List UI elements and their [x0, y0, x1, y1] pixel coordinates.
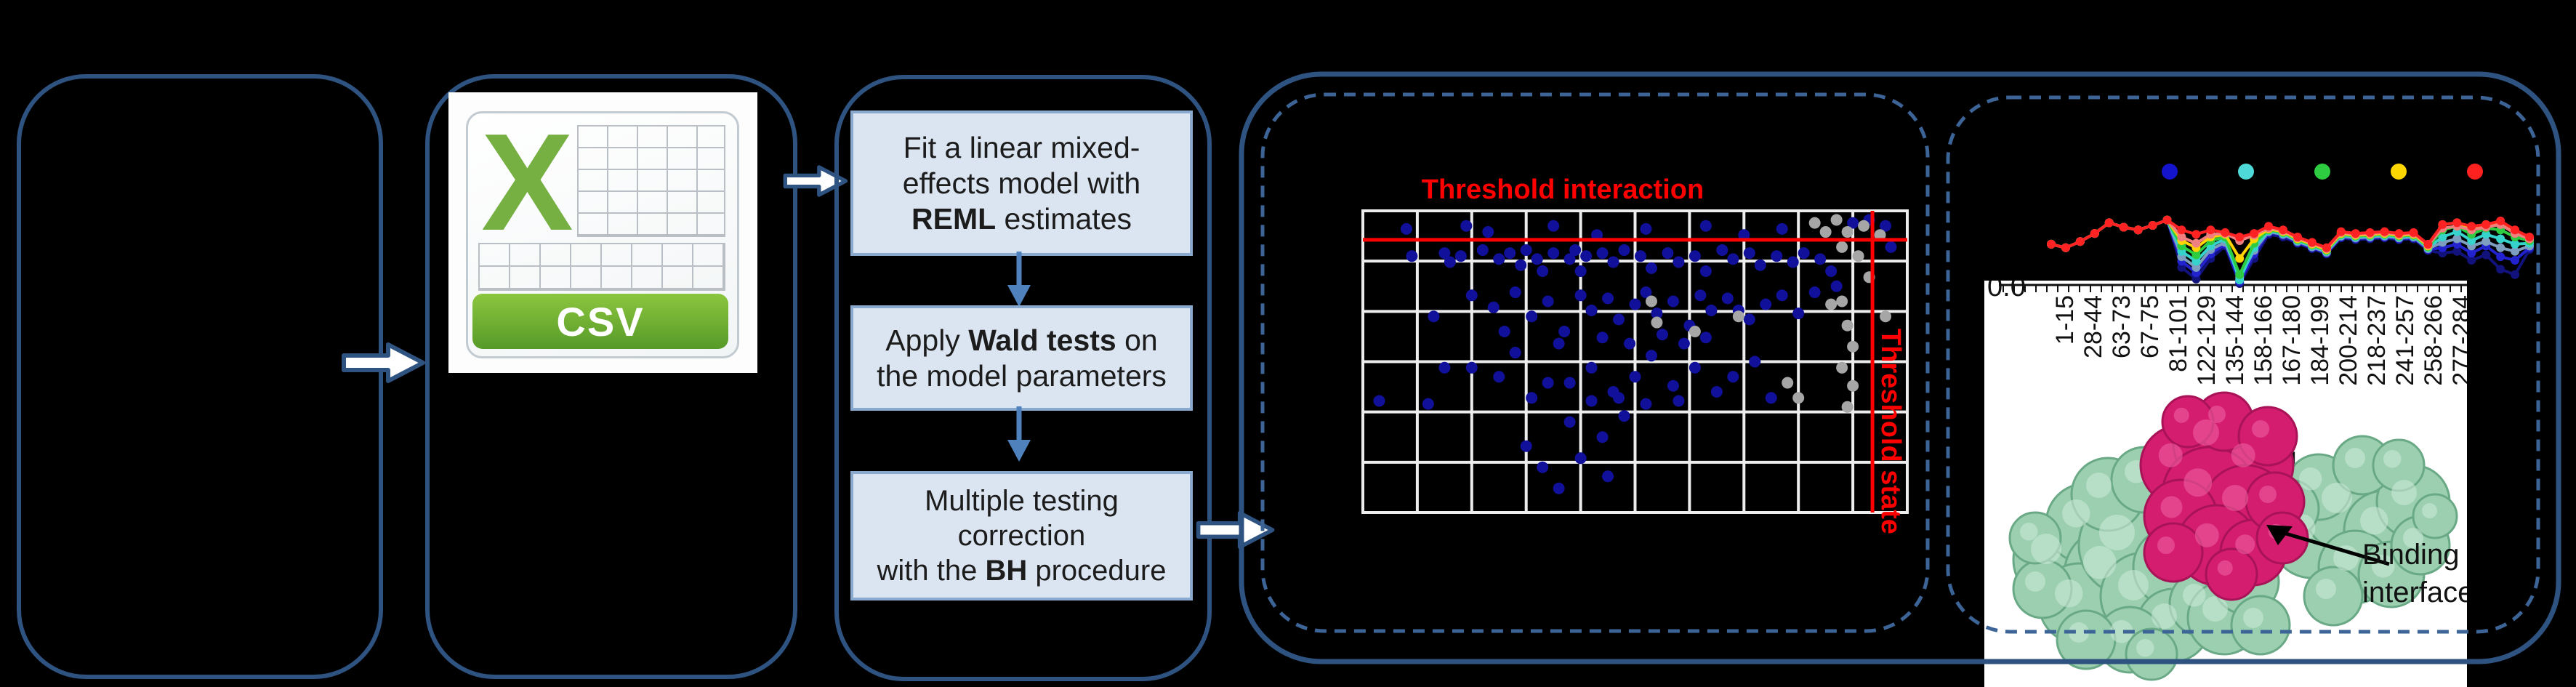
flow-s2-line1c: on	[1116, 323, 1158, 357]
flow-s2-wald: Wald tests	[968, 323, 1116, 357]
csv-file-icon: X CSV	[466, 111, 739, 358]
scatter-dashed-box	[1260, 92, 1930, 633]
excel-x-glyph: X	[481, 111, 573, 260]
flow-s1-line2: effects model with	[902, 166, 1141, 200]
flow-s1-reml: REML	[911, 201, 997, 236]
flow-s3-line2: correction	[957, 520, 1086, 552]
flow-s3-bh: BH	[985, 555, 1028, 587]
flow-s1-line3rest: estimates	[996, 201, 1132, 236]
flow-s2-line1a: Apply	[885, 323, 969, 357]
arrow-step2-to-step3	[783, 165, 848, 197]
flow-step-wald-tests: Apply Wald tests on the model parameters	[850, 305, 1193, 411]
step1-box	[17, 74, 383, 679]
binding-interface-label-line2: interface	[2362, 576, 2467, 608]
spreadsheet-grid-bottom	[478, 243, 725, 291]
flow-s1-line1: Fit a linear mixed-	[903, 130, 1140, 164]
flow-step-fit-model-text: Fit a linear mixed- effects model with R…	[903, 130, 1140, 237]
step2-box	[425, 74, 797, 679]
flow-step-bh-correction-text: Multiple testing correction with the BH …	[877, 483, 1167, 588]
flow-step-bh-correction: Multiple testing correction with the BH …	[850, 471, 1193, 600]
uptake-line-chart	[2047, 164, 2534, 288]
flow-s2-line2: the model parameters	[877, 358, 1167, 393]
csv-banner: CSV	[472, 294, 728, 349]
spreadsheet-grid-top	[577, 125, 725, 237]
flow-step-wald-tests-text: Apply Wald tests on the model parameters	[877, 323, 1167, 394]
flow-step-fit-model: Fit a linear mixed- effects model with R…	[850, 111, 1193, 256]
down-arrow-2	[1007, 406, 1031, 462]
threshold-state-label: Threshold state	[1875, 329, 1906, 534]
x-axis	[1999, 284, 2467, 292]
peptide-dashed-box	[1946, 95, 2540, 634]
down-arrow-1	[1007, 252, 1031, 307]
results-outer-box	[1239, 71, 2561, 664]
flow-s3-line1: Multiple testing	[925, 485, 1119, 517]
flow-s3-line3c: procedure	[1027, 555, 1167, 587]
csv-file-image: X CSV	[448, 92, 757, 373]
peptide-figure-panel: 0.0 1-15 28-44 63-73 67-75 81-101 122-129 135-…	[1984, 281, 2467, 687]
flow-s3-line3a: with the	[877, 555, 986, 587]
csv-banner-label: CSV	[556, 298, 645, 345]
step3-box	[834, 75, 1212, 681]
binding-interface-label-line1: Binding	[2362, 539, 2460, 571]
arrow-step1-to-step2	[342, 342, 425, 383]
scatter-title: Threshold interaction	[1421, 174, 1704, 205]
protein-structure-image	[2008, 391, 2458, 681]
scatter-plot	[1361, 209, 1909, 514]
